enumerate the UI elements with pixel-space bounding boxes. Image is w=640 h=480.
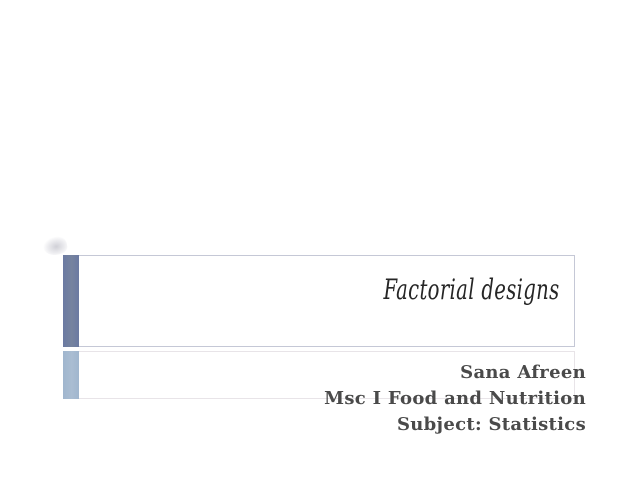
subtitle-line-subject: Subject: Statistics (396, 414, 586, 435)
subtitle-line-author: Sana Afreen (460, 362, 586, 383)
title-box: Factorial designs (63, 255, 575, 347)
subtitle-line-course: Msc I Food and Nutrition (324, 388, 586, 409)
title-accent-bar (63, 255, 79, 347)
corner-flourish-decoration (41, 234, 69, 258)
subtitle-box (63, 351, 575, 399)
slide-title: Factorial designs (383, 273, 560, 306)
subtitle-accent-bar (63, 351, 79, 399)
subtitle-text-block: Sana Afreen Msc I Food and Nutrition Sub… (324, 360, 586, 438)
